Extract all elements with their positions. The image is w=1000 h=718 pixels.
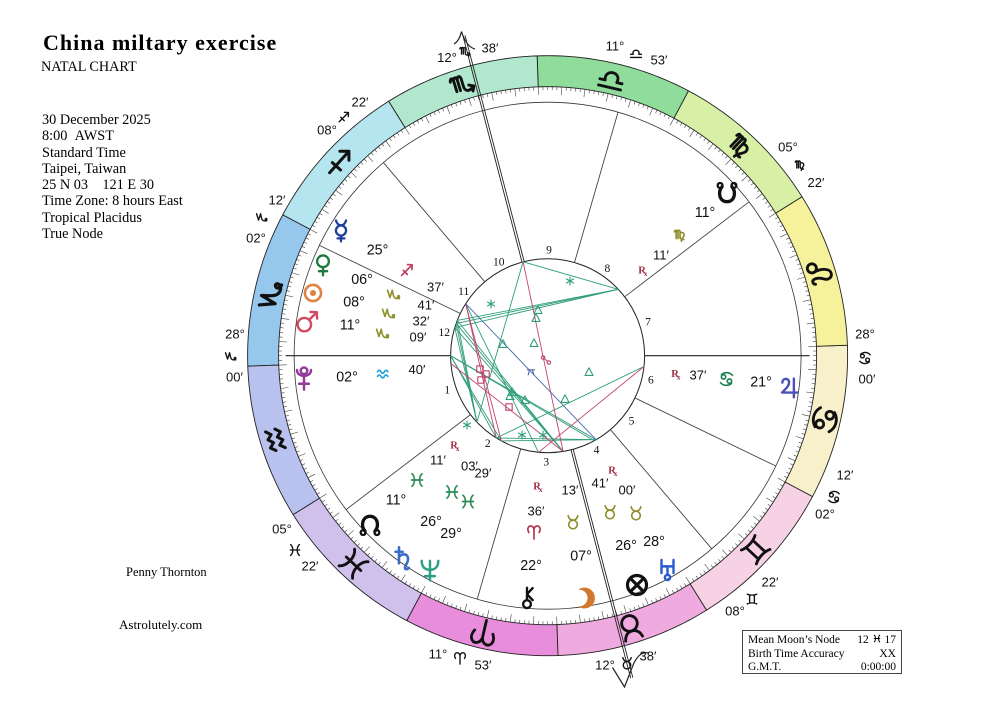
svg-text:02°: 02°: [246, 231, 266, 246]
svg-text:22′: 22′: [762, 575, 779, 590]
svg-text:40′: 40′: [409, 362, 426, 377]
svg-text:02°: 02°: [815, 507, 835, 522]
svg-text:11°: 11°: [695, 205, 716, 221]
svg-text:37′: 37′: [690, 368, 707, 383]
svg-text:02°: 02°: [336, 370, 358, 386]
svg-text:28°: 28°: [855, 327, 875, 342]
svg-text:x: x: [677, 373, 681, 381]
svg-text:06°: 06°: [351, 272, 373, 288]
svg-text:36′: 36′: [528, 504, 545, 519]
svg-text:32′: 32′: [413, 314, 430, 329]
svg-text:08°: 08°: [343, 295, 365, 311]
svg-text:05°: 05°: [272, 522, 292, 537]
svg-text:08°: 08°: [317, 123, 337, 138]
svg-text:08°: 08°: [725, 604, 745, 619]
svg-text:41′: 41′: [418, 298, 435, 313]
svg-text:11′: 11′: [430, 453, 446, 468]
svg-text:21°: 21°: [750, 375, 772, 391]
svg-text:x: x: [539, 486, 543, 494]
svg-text:x: x: [456, 445, 460, 453]
svg-text:09′: 09′: [410, 330, 427, 345]
svg-text:28°: 28°: [643, 534, 665, 550]
svg-text:12′: 12′: [837, 468, 854, 483]
svg-text:R: R: [450, 441, 458, 452]
svg-text:5: 5: [629, 416, 635, 428]
svg-text:22°: 22°: [520, 558, 542, 574]
svg-text:12′: 12′: [269, 193, 286, 208]
svg-text:22′: 22′: [808, 175, 825, 190]
svg-text:12: 12: [439, 327, 451, 339]
svg-text:12°: 12°: [595, 658, 615, 673]
svg-text:11: 11: [458, 286, 469, 298]
svg-text:8: 8: [605, 263, 611, 275]
svg-text:1: 1: [444, 385, 450, 397]
svg-text:05°: 05°: [778, 140, 798, 155]
svg-text:53′: 53′: [475, 658, 492, 673]
svg-text:R: R: [671, 369, 679, 380]
svg-text:4: 4: [594, 445, 600, 457]
svg-text:R: R: [608, 466, 616, 477]
svg-text:10: 10: [493, 257, 505, 269]
svg-text:00′: 00′: [859, 372, 876, 387]
svg-text:26°: 26°: [420, 514, 442, 530]
svg-text:2: 2: [485, 438, 491, 450]
svg-text:13′: 13′: [562, 483, 579, 498]
svg-text:00′: 00′: [619, 483, 636, 498]
svg-text:12°: 12°: [437, 50, 457, 65]
svg-text:7: 7: [645, 317, 651, 329]
svg-text:3: 3: [543, 457, 549, 469]
svg-text:6: 6: [648, 374, 654, 386]
svg-text:R: R: [533, 482, 541, 493]
svg-text:R: R: [638, 266, 646, 277]
svg-text:38′: 38′: [482, 41, 499, 56]
svg-text:9: 9: [546, 245, 552, 257]
svg-text:29°: 29°: [440, 526, 462, 542]
svg-text:x: x: [644, 270, 648, 278]
svg-text:11°: 11°: [606, 39, 625, 54]
svg-text:11°: 11°: [429, 647, 448, 662]
svg-text:38′: 38′: [640, 649, 657, 664]
svg-text:41′: 41′: [592, 476, 609, 491]
svg-text:07°: 07°: [570, 549, 592, 565]
svg-text:28°: 28°: [225, 327, 245, 342]
svg-text:37′: 37′: [427, 280, 444, 295]
svg-text:11°: 11°: [386, 493, 407, 509]
svg-text:53′: 53′: [651, 53, 668, 68]
svg-text:00′: 00′: [226, 370, 243, 385]
svg-text:11°: 11°: [340, 318, 361, 334]
svg-text:22′: 22′: [302, 559, 319, 574]
svg-text:03′: 03′: [461, 459, 478, 474]
svg-text:26°: 26°: [615, 538, 637, 554]
svg-text:11′: 11′: [653, 248, 669, 263]
svg-text:29′: 29′: [475, 466, 492, 481]
svg-text:25°: 25°: [367, 243, 389, 259]
svg-text:x: x: [614, 470, 618, 478]
svg-text:22′: 22′: [352, 95, 369, 110]
